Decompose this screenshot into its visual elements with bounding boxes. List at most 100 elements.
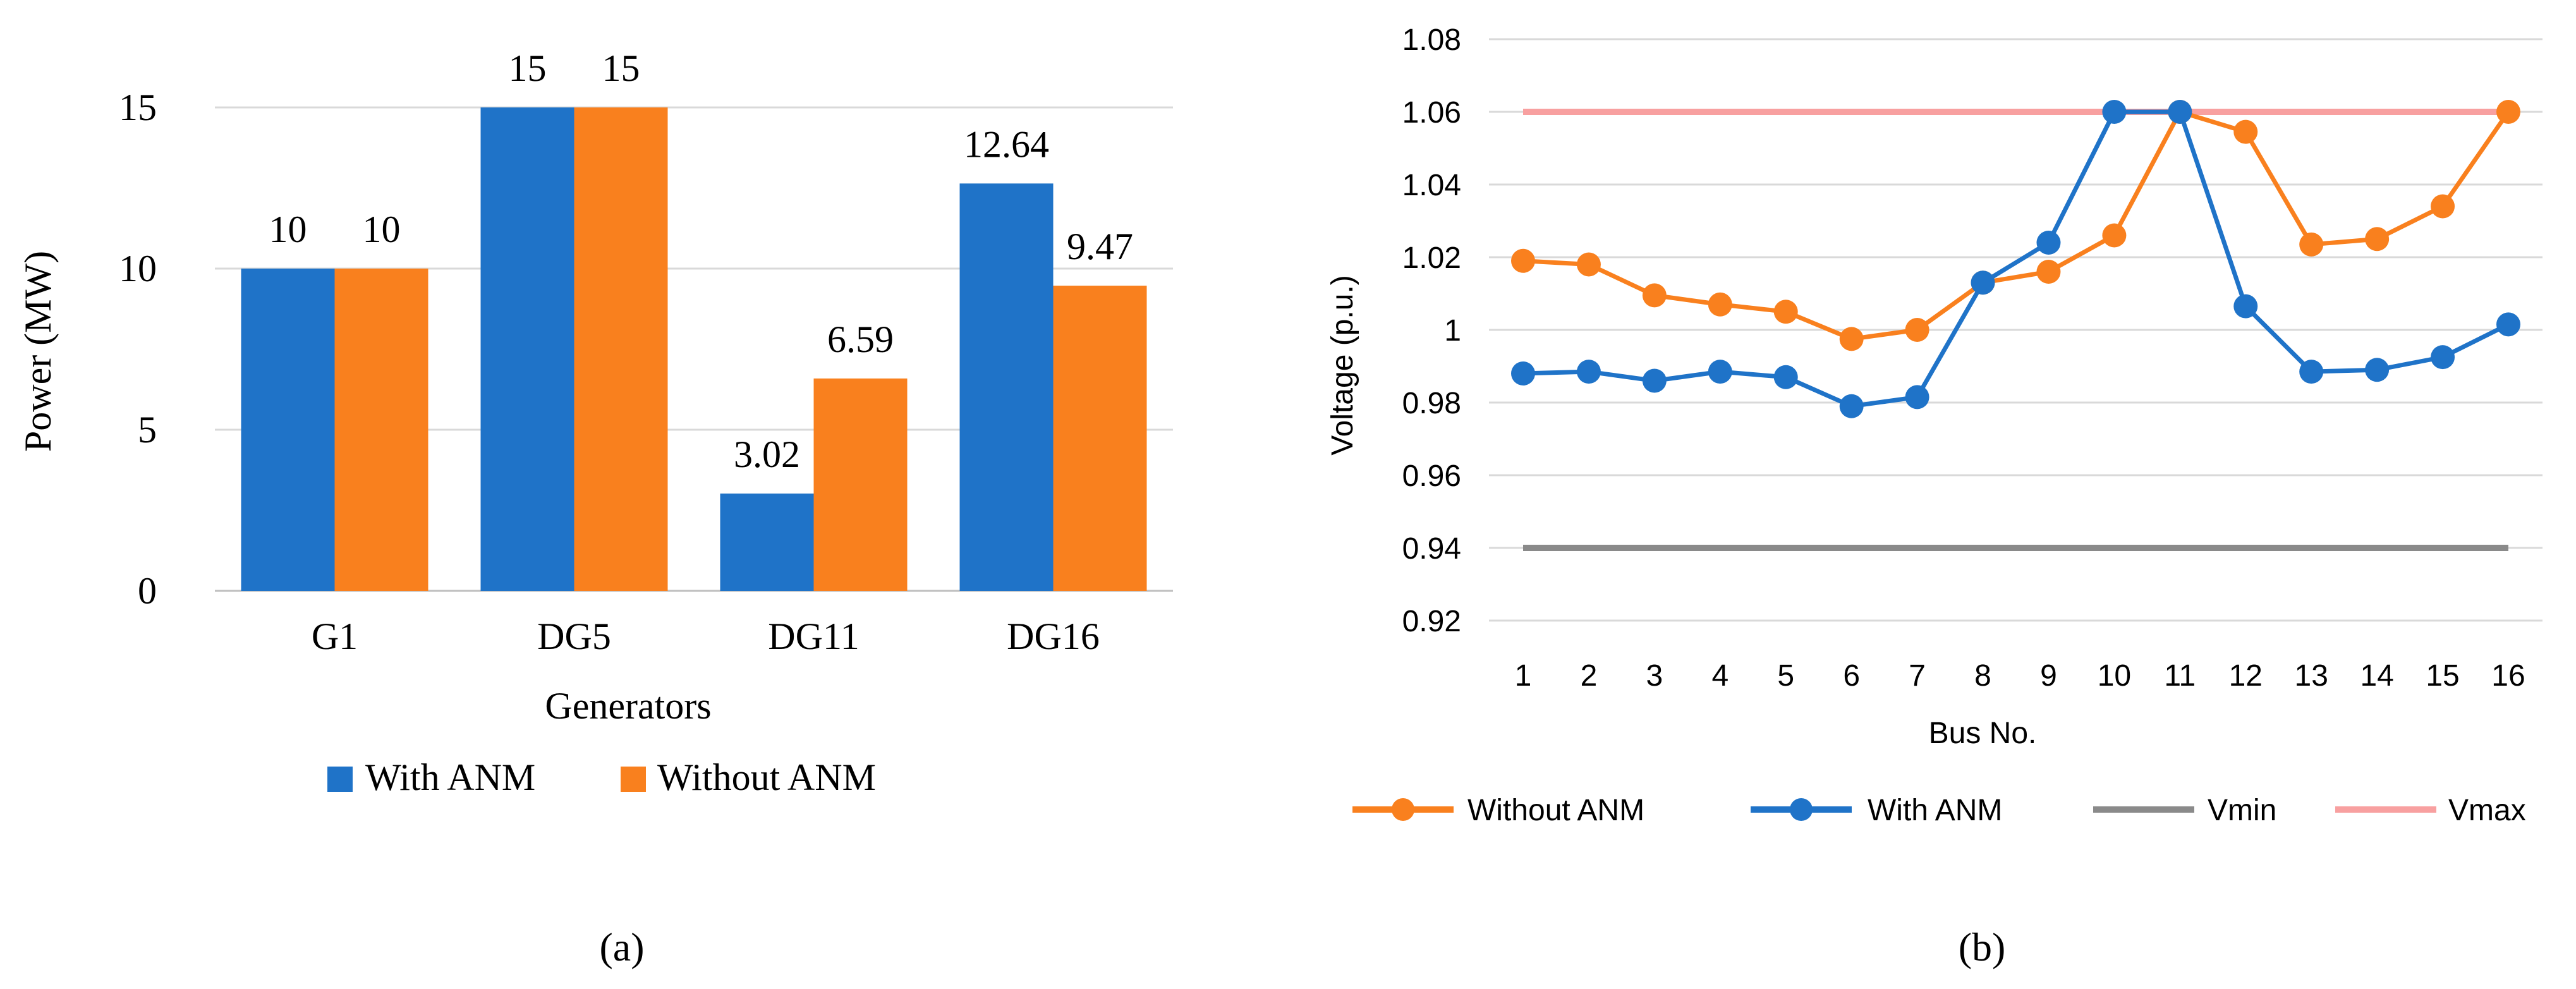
- chart-a-legend-label-without-anm: Without ANM: [657, 756, 876, 798]
- chart-a-legend: With ANM Without ANM: [327, 756, 876, 798]
- chart-a-x-tick-dg16: DG16: [1007, 616, 1100, 657]
- chart-b-y-tick-0-96: 0.96: [1402, 459, 1461, 493]
- chart-b-point-without-anm-bus-14: [2365, 227, 2390, 252]
- chart-b-x-tick-14: 14: [2360, 659, 2393, 693]
- chart-a-data-label-dg5-with-anm: 15: [509, 47, 547, 89]
- chart-b-point-with-anm-bus-16: [2496, 312, 2520, 337]
- chart-b-point-with-anm-bus-3: [1642, 368, 1667, 393]
- chart-b-point-without-anm-bus-2: [1576, 252, 1601, 277]
- chart-a-data-label-dg11-without-anm: 6.59: [827, 319, 894, 360]
- chart-b-point-without-anm-bus-10: [2102, 223, 2127, 248]
- chart-b-x-tick-12: 12: [2229, 659, 2263, 693]
- chart-b-x-tick-8: 8: [1974, 659, 1991, 693]
- chart-a-x-axis-title: Generators: [545, 685, 711, 727]
- chart-b-x-tick-9: 9: [2040, 659, 2057, 693]
- chart-a-data-label-dg16-with-anm: 12.64: [964, 123, 1049, 165]
- chart-b-gridlines: [1489, 38, 2543, 622]
- chart-b-point-with-anm-bus-15: [2431, 345, 2455, 370]
- chart-a-data-label-dg11-with-anm: 3.02: [734, 434, 800, 475]
- chart-b-point-with-anm-bus-2: [1576, 360, 1601, 384]
- chart-b-y-tick-1-02: 1.02: [1402, 241, 1461, 275]
- chart-b-y-tick-labels: 0.92 0.94 0.96 0.98 1 1.02 1.04 1.06 1.08: [1402, 23, 1461, 638]
- chart-b-series-lines: [1522, 109, 2510, 551]
- chart-b-legend-marker-without-anm: [1392, 798, 1414, 821]
- chart-b-point-without-anm-bus-9: [2036, 260, 2061, 284]
- chart-b-x-tick-10: 10: [2098, 659, 2131, 693]
- chart-a-x-tick-labels: G1 DG5 DG11 DG16: [312, 616, 1100, 657]
- chart-b-point-with-anm-bus-12: [2233, 294, 2258, 319]
- chart-a-bar-dg5-without-anm: [574, 107, 668, 591]
- chart-b-series-markers: [1511, 100, 2520, 418]
- chart-a-y-tick-0: 0: [138, 570, 157, 612]
- chart-b-line-without-anm: [1522, 109, 2510, 341]
- chart-b-point-without-anm-bus-13: [2299, 232, 2324, 257]
- chart-a-bar-dg5-with-anm: [480, 107, 574, 591]
- chart-a-data-label-g1-without-anm: 10: [363, 209, 401, 250]
- chart-a-data-label-g1-with-anm: 10: [269, 209, 307, 250]
- chart-b-x-tick-2: 2: [1581, 659, 1598, 693]
- chart-a-x-tick-dg5: DG5: [537, 616, 611, 657]
- chart-a-data-label-dg16-without-anm: 9.47: [1067, 226, 1133, 267]
- chart-b-x-tick-1: 1: [1515, 659, 1532, 693]
- chart-b-x-tick-13: 13: [2295, 659, 2328, 693]
- chart-a-y-tick-labels: 0 5 10 15: [119, 87, 157, 612]
- chart-b-point-with-anm-bus-4: [1708, 360, 1732, 384]
- chart-b-point-without-anm-bus-15: [2431, 194, 2455, 219]
- chart-b-line-with-anm: [1522, 109, 2510, 409]
- chart-a: 0 5 10 15 10 10 15 15 3.02 6.59 12.64 9.47 G1 DG5 DG…: [17, 47, 1173, 969]
- chart-b-point-without-anm-bus-4: [1708, 292, 1732, 317]
- chart-b-point-without-anm-bus-12: [2233, 119, 2258, 144]
- chart-b-x-tick-15: 15: [2426, 659, 2459, 693]
- chart-b-point-without-anm-bus-1: [1511, 248, 1535, 273]
- chart-b-x-tick-5: 5: [1777, 659, 1794, 693]
- chart-b-point-with-anm-bus-8: [1971, 270, 1995, 295]
- chart-a-x-tick-g1: G1: [312, 616, 358, 657]
- panel-label-a: (a): [599, 925, 644, 969]
- chart-b-legend-marker-with-anm: [1790, 798, 1813, 821]
- chart-b-legend-label-vmax: Vmax: [2448, 794, 2526, 827]
- chart-b-point-without-anm-bus-6: [1839, 327, 1864, 351]
- chart-a-bar-dg16-with-anm: [959, 183, 1054, 591]
- chart-b-point-without-anm-bus-3: [1642, 283, 1667, 308]
- chart-b-legend: Without ANM With ANM Vmin Vmax: [1352, 794, 2526, 827]
- chart-a-legend-swatch-without-anm: [621, 767, 646, 792]
- chart-b-legend-label-vmin: Vmin: [2208, 794, 2276, 827]
- chart-a-bars: [241, 107, 1147, 591]
- chart-b-x-tick-3: 3: [1646, 659, 1663, 693]
- chart-b-y-tick-1-06: 1.06: [1402, 96, 1461, 130]
- chart-a-bar-g1-with-anm: [241, 269, 335, 591]
- chart-b-point-with-anm-bus-11: [2168, 100, 2192, 124]
- chart-b-x-axis-title: Bus No.: [1929, 717, 2037, 750]
- chart-a-y-tick-10: 10: [119, 248, 157, 289]
- chart-b-point-with-anm-bus-6: [1839, 394, 1864, 418]
- chart-b-x-tick-6: 6: [1843, 659, 1860, 693]
- chart-a-bar-g1-without-anm: [334, 269, 428, 591]
- chart-b-y-axis-title: Voltage (p.u.): [1326, 275, 1359, 456]
- chart-a-data-labels: 10 10 15 15 3.02 6.59 12.64 9.47: [269, 47, 1134, 475]
- chart-b-y-tick-0-94: 0.94: [1402, 532, 1461, 566]
- chart-b-y-tick-1-04: 1.04: [1402, 169, 1461, 202]
- chart-b-point-with-anm-bus-5: [1773, 365, 1798, 389]
- chart-b-point-with-anm-bus-7: [1905, 385, 1929, 410]
- chart-a-y-tick-5: 5: [138, 409, 157, 451]
- chart-b-x-tick-4: 4: [1711, 659, 1728, 693]
- chart-b-point-without-anm-bus-7: [1905, 318, 1929, 342]
- chart-b-x-tick-11: 11: [2164, 659, 2196, 693]
- chart-b-point-with-anm-bus-10: [2102, 100, 2127, 124]
- panel-label-b: (b): [1959, 925, 2006, 969]
- chart-b-legend-label-without-anm: Without ANM: [1467, 794, 1644, 827]
- chart-b-legend-label-with-anm: With ANM: [1868, 794, 2002, 827]
- chart-a-bar-dg16-without-anm: [1053, 286, 1147, 591]
- chart-b-point-with-anm-bus-13: [2299, 360, 2324, 384]
- chart-a-legend-label-with-anm: With ANM: [365, 756, 535, 798]
- chart-b-point-without-anm-bus-16: [2496, 100, 2520, 124]
- chart-b-point-with-anm-bus-9: [2036, 231, 2061, 255]
- chart-a-data-label-dg5-without-anm: 15: [602, 47, 640, 89]
- chart-b-y-tick-0-92: 0.92: [1402, 605, 1461, 638]
- chart-b-x-tick-labels: 1 2 3 4 5 6 7 8 9 10 11 12 13 14 15 16: [1515, 659, 2525, 693]
- chart-b-point-with-anm-bus-14: [2365, 358, 2390, 382]
- chart-b-y-tick-1-08: 1.08: [1402, 23, 1461, 57]
- chart-b-point-without-anm-bus-5: [1773, 300, 1798, 324]
